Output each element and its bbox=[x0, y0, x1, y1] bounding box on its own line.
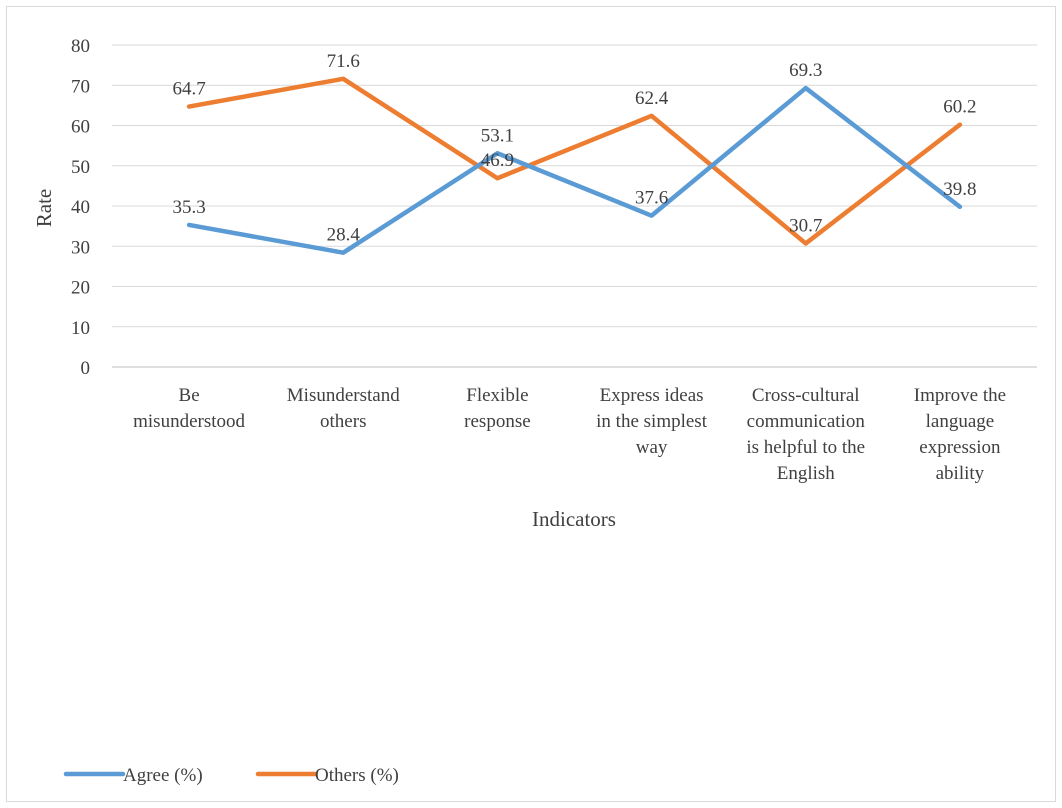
data-label: 64.7 bbox=[172, 79, 205, 100]
data-label: 71.6 bbox=[327, 51, 360, 72]
y-tick-label: 60 bbox=[71, 117, 90, 138]
y-tick-label: 10 bbox=[71, 318, 90, 339]
x-category-label: Cross-cultural communication is helpful to… bbox=[746, 385, 865, 484]
x-category-label: Express ideas in the simplest way bbox=[596, 385, 708, 458]
y-tick-label: 0 bbox=[81, 358, 91, 379]
data-label: 30.7 bbox=[789, 215, 822, 236]
x-category-label: Improve the language expression ability bbox=[914, 385, 1006, 484]
y-tick-label: 30 bbox=[71, 237, 90, 258]
legend-label: Agree (%) bbox=[123, 765, 203, 786]
y-tick-label: 80 bbox=[71, 36, 90, 57]
data-label: 28.4 bbox=[327, 225, 361, 246]
x-category-label: Flexible response bbox=[464, 385, 530, 432]
y-tick-label: 40 bbox=[71, 197, 90, 218]
y-tick-labels: 0 10 20 30 40 50 60 70 80 bbox=[71, 36, 90, 379]
x-category-labels: Be misunderstood Misunderstand others Flexib… bbox=[133, 385, 1006, 484]
data-label: 39.8 bbox=[943, 179, 976, 200]
x-category-label: Misunderstand others bbox=[287, 385, 400, 432]
grid-layer bbox=[112, 44, 1037, 368]
legend-label: Others (%) bbox=[315, 765, 399, 786]
y-tick-label: 70 bbox=[71, 76, 90, 97]
y-axis-title: Rate bbox=[32, 189, 56, 227]
data-label: 62.4 bbox=[635, 88, 669, 109]
x-axis-title: Indicators bbox=[532, 507, 616, 531]
y-tick-label: 50 bbox=[71, 157, 90, 178]
legend: Agree (%) Others (%) bbox=[63, 765, 399, 786]
data-label: 53.1 bbox=[481, 125, 514, 146]
data-label: 69.3 bbox=[789, 60, 822, 81]
x-category-label: Be misunderstood bbox=[133, 385, 245, 432]
y-tick-label: 20 bbox=[71, 278, 90, 299]
series-line-agree bbox=[186, 85, 963, 255]
chart-frame bbox=[6, 6, 1056, 802]
data-label: 37.6 bbox=[635, 188, 668, 209]
series-line-others bbox=[186, 76, 963, 246]
data-label: 60.2 bbox=[943, 97, 976, 118]
data-label: 35.3 bbox=[172, 197, 205, 218]
data-label: 46.9 bbox=[481, 150, 514, 171]
data-label-layer: 35.3 28.4 53.1 37.6 69.3 39.8 64.7 71.6 46.9 62.4… bbox=[172, 51, 976, 246]
series-layer bbox=[186, 76, 963, 255]
